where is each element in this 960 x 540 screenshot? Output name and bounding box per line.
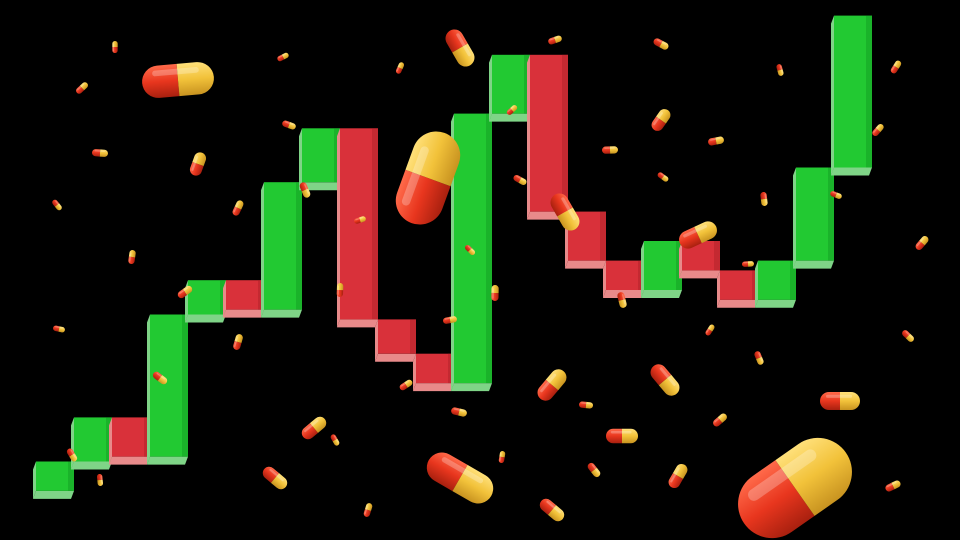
- capsule-pill: [498, 451, 506, 463]
- bullish-candle: [33, 461, 74, 499]
- bullish-candle: [261, 182, 302, 318]
- bearish-candle: [223, 280, 264, 318]
- bearish-candle: [375, 319, 416, 362]
- bearish-candle: [337, 128, 378, 328]
- capsule-pill: [152, 371, 168, 385]
- capsule-pill: [550, 193, 580, 231]
- capsule-pill: [232, 200, 244, 216]
- capsule-pill: [76, 82, 88, 94]
- capsule-pill: [657, 172, 669, 182]
- candlestick-bars: [33, 15, 872, 499]
- capsule-pill: [399, 379, 413, 391]
- capsule-pill: [708, 136, 724, 146]
- capsule-pill: [651, 109, 671, 131]
- floating-capsules: [52, 29, 929, 539]
- bullish-candle: [299, 128, 340, 191]
- bearish-candle: [679, 241, 720, 279]
- capsule-pill: [233, 334, 243, 350]
- capsule-pill: [336, 283, 344, 297]
- capsule-pill: [354, 216, 366, 224]
- capsule-pill: [443, 316, 457, 324]
- capsule-pill: [617, 292, 627, 308]
- bearish-candle: [717, 270, 758, 308]
- capsule-pill: [885, 480, 901, 492]
- capsule-pill: [776, 64, 784, 76]
- capsule-pill: [513, 174, 527, 186]
- bullish-candle: [831, 15, 872, 176]
- capsule-pill: [705, 324, 715, 336]
- capsule-pill: [872, 123, 884, 137]
- capsule-pill: [395, 131, 461, 225]
- capsule-pill: [539, 498, 565, 522]
- capsule-pill: [579, 401, 593, 409]
- capsule-pill: [820, 392, 860, 410]
- capsule-pill: [282, 120, 296, 130]
- capsule-pill: [445, 29, 475, 67]
- capsule-pill: [299, 182, 311, 198]
- bullish-candle: [147, 314, 188, 465]
- capsule-pill: [713, 413, 727, 427]
- capsule-pill: [606, 428, 638, 444]
- bullish-candle: [641, 241, 682, 298]
- capsule-pill: [330, 434, 340, 446]
- capsule-pill: [128, 250, 136, 264]
- capsule-pill: [830, 191, 842, 199]
- capsule-pill: [491, 285, 499, 301]
- capsule-pill: [902, 330, 914, 342]
- bearish-candle: [109, 417, 150, 465]
- capsule-pill: [760, 192, 768, 206]
- capsule-pill: [738, 437, 852, 539]
- capsule-pill: [915, 236, 929, 250]
- capsule-pill: [277, 52, 289, 62]
- capsule-pill: [451, 407, 467, 417]
- bullish-candle: [451, 113, 492, 392]
- bullish-candle: [185, 280, 226, 323]
- bullish-candle: [793, 167, 834, 269]
- capsule-pill: [142, 62, 214, 98]
- capsule-pill: [650, 364, 680, 396]
- capsule-pill: [177, 285, 193, 299]
- capsule-pill: [52, 199, 62, 211]
- capsule-pill: [363, 503, 373, 517]
- capsule-pill: [112, 41, 118, 53]
- capsule-pill: [96, 474, 104, 486]
- bearish-candle: [603, 260, 644, 298]
- capsule-pill: [679, 221, 717, 249]
- capsule-pill: [53, 325, 65, 333]
- capsule-pill: [537, 369, 567, 401]
- bullish-candle: [71, 417, 112, 470]
- capsule-pill: [602, 146, 618, 154]
- capsule-pill: [301, 416, 327, 440]
- capsule-pill: [587, 462, 601, 478]
- capsule-pill: [754, 351, 764, 365]
- bullish-candle: [755, 260, 796, 308]
- capsule-pill: [668, 463, 688, 489]
- capsule-pill: [262, 466, 288, 490]
- capsule-pill: [189, 152, 207, 176]
- capsule-pill: [653, 38, 669, 50]
- capsule-pill: [426, 452, 494, 504]
- capsule-pill: [506, 105, 518, 115]
- bearish-candle: [413, 353, 454, 392]
- capsule-pill: [742, 261, 754, 267]
- capsule-pill: [464, 244, 476, 256]
- capsule-pill: [66, 448, 78, 462]
- capsule-pill: [548, 35, 562, 45]
- capsule-pill: [395, 62, 405, 74]
- capsule-pill: [92, 149, 108, 157]
- capsule-pill: [890, 60, 902, 74]
